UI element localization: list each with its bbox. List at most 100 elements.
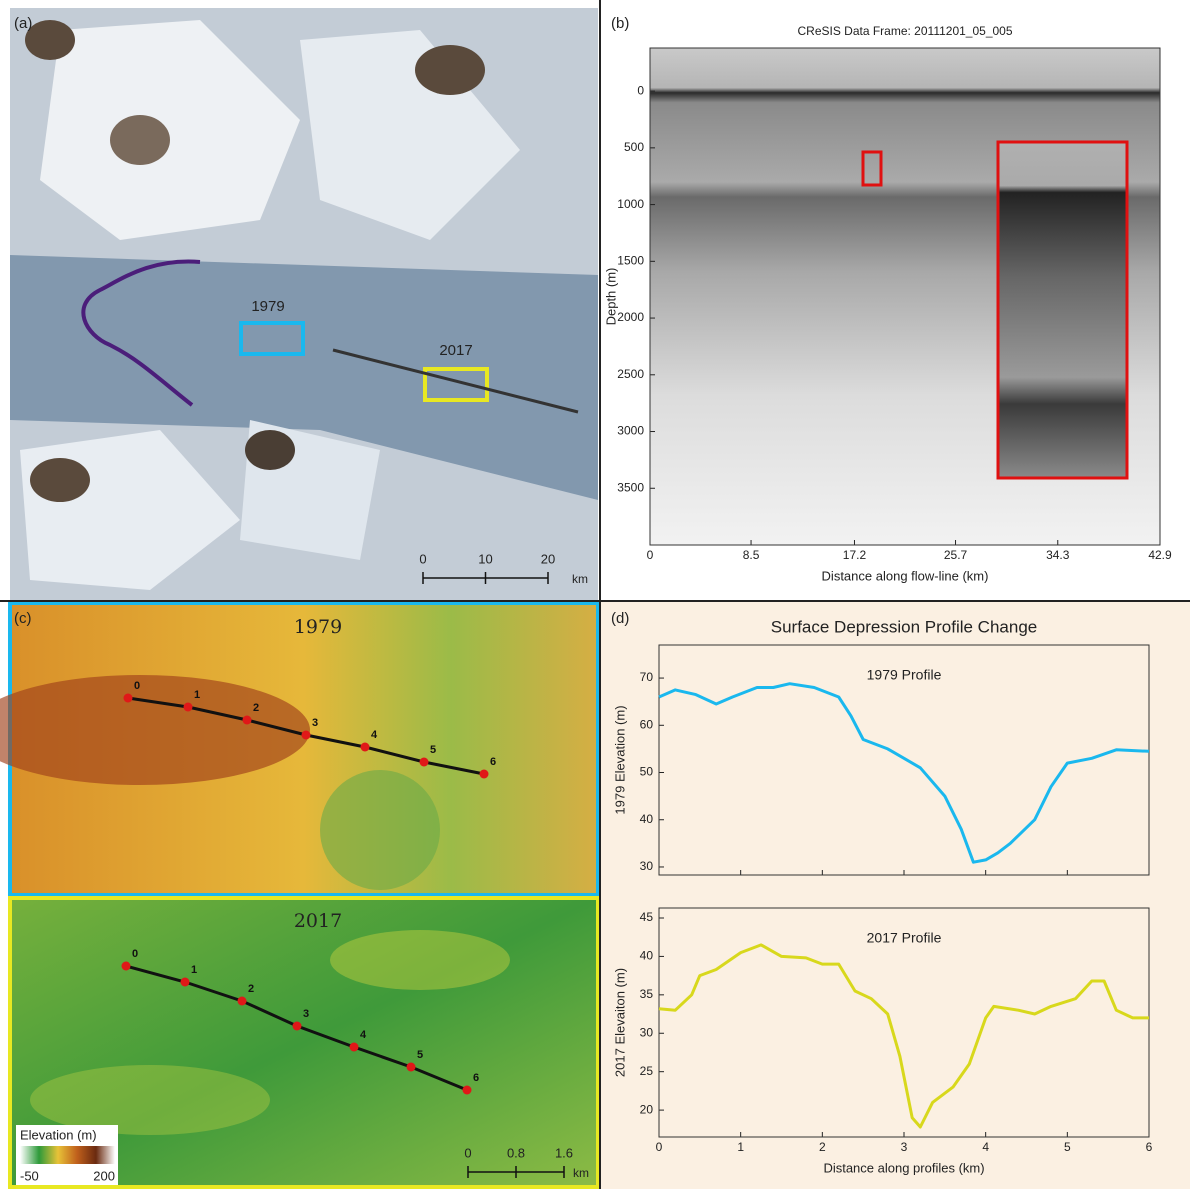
- y-tick-label: 40: [640, 812, 654, 826]
- rock: [30, 458, 90, 502]
- x-axis-label: Distance along flow-line (km): [822, 568, 989, 583]
- point-label: 3: [303, 1008, 309, 1020]
- ridge: [330, 930, 510, 990]
- y-tick-label: 35: [640, 987, 654, 1001]
- rock: [110, 115, 170, 165]
- point-label: 6: [473, 1072, 479, 1084]
- annotation: 2017: [439, 342, 472, 359]
- rock: [415, 45, 485, 95]
- panel-title: Surface Depression Profile Change: [771, 617, 1037, 636]
- point-label: 6: [490, 756, 496, 768]
- x-tick-label: 2: [819, 1140, 826, 1154]
- y-tick-label: 50: [640, 765, 654, 779]
- point-label: 0: [132, 948, 138, 960]
- y-tick-label: 20: [640, 1102, 654, 1116]
- x-tick-label: 0: [647, 548, 654, 562]
- x-tick-label: 1: [737, 1140, 744, 1154]
- profile-point: [238, 997, 247, 1006]
- x-tick-label: 6: [1146, 1140, 1153, 1154]
- map-title: 2017: [294, 910, 342, 932]
- rock: [25, 20, 75, 60]
- scale-label: 0: [464, 1145, 471, 1160]
- scale-unit: km: [572, 572, 588, 586]
- map-title: 1979: [294, 616, 342, 638]
- scale-unit: km: [573, 1166, 589, 1180]
- point-label: 5: [417, 1049, 423, 1061]
- profile-point: [407, 1063, 416, 1072]
- panel-label: (b): [611, 15, 629, 32]
- annotation: 1979: [251, 298, 284, 315]
- point-label: 1: [191, 964, 197, 976]
- profile-point: [420, 758, 429, 767]
- x-tick-label: 8.5: [743, 548, 760, 562]
- panel-label: (c): [14, 610, 32, 627]
- inset: [998, 142, 1127, 478]
- y-tick-label: 60: [640, 717, 654, 731]
- profile-point: [463, 1086, 472, 1095]
- depression: [320, 770, 440, 890]
- profile-point: [124, 694, 133, 703]
- scale-label: 0.8: [507, 1145, 525, 1160]
- scale-label: 10: [478, 551, 492, 566]
- chart-title: CReSIS Data Frame: 20111201_05_005: [797, 24, 1012, 38]
- profile-point: [350, 1043, 359, 1052]
- chart-annotation: 2017 Profile: [867, 930, 942, 946]
- figure: (a) 1979 2017 km (b) (c) 1979 2017 Eleva…: [0, 0, 1190, 1189]
- profile-point: [361, 743, 370, 752]
- profile-point: [184, 703, 193, 712]
- point-label: 2: [253, 702, 259, 714]
- y-axis-label: Depth (m): [603, 268, 618, 326]
- panel-label: (a): [14, 15, 32, 32]
- y-axis-label: 1979 Elevation (m): [612, 705, 627, 814]
- rock: [245, 430, 295, 470]
- y-tick-label: 2500: [617, 367, 644, 381]
- x-tick-label: 0: [656, 1140, 663, 1154]
- y-tick-label: 30: [640, 1025, 654, 1039]
- y-tick-label: 500: [624, 140, 644, 154]
- x-tick-label: 5: [1064, 1140, 1071, 1154]
- colorbar-max: 200: [93, 1168, 115, 1183]
- x-tick-label: 17.2: [843, 548, 867, 562]
- point-label: 4: [360, 1029, 367, 1041]
- point-label: 2: [248, 983, 254, 995]
- profile-point: [122, 962, 131, 971]
- profile-point: [243, 716, 252, 725]
- y-axis-label: 2017 Elevaiton (m): [612, 968, 627, 1077]
- page: Figure body { margin: 0; font-family: "L…: [0, 0, 1190, 1189]
- y-tick-label: 3000: [617, 424, 644, 438]
- profile-point: [181, 978, 190, 987]
- y-tick-label: 70: [640, 670, 654, 684]
- y-tick-label: 0: [637, 83, 644, 97]
- y-tick-label: 1000: [617, 197, 644, 211]
- point-label: 4: [371, 729, 378, 741]
- colorbar-min: -50: [20, 1168, 39, 1183]
- y-tick-label: 25: [640, 1064, 654, 1078]
- y-tick-label: 1500: [617, 253, 644, 267]
- x-tick-label: 42.9: [1148, 548, 1172, 562]
- x-tick-label: 34.3: [1046, 548, 1070, 562]
- panel-label: (d): [611, 610, 629, 627]
- y-tick-label: 2000: [617, 310, 644, 324]
- point-label: 3: [312, 717, 318, 729]
- scale-label: 20: [541, 551, 555, 566]
- colorbar-title: Elevation (m): [20, 1127, 97, 1142]
- point-label: 5: [430, 744, 436, 756]
- scale-label: 0: [419, 551, 426, 566]
- x-tick-label: 3: [901, 1140, 908, 1154]
- body: {"panels": { "a": {"label": "(a)", "anno…: [0, 0, 1190, 1189]
- y-tick-label: 3500: [617, 480, 644, 494]
- x-tick-label: 4: [982, 1140, 989, 1154]
- panel-d-background: [600, 602, 1190, 1189]
- y-tick-label: 40: [640, 949, 654, 963]
- profile-point: [302, 731, 311, 740]
- ridge: [30, 1065, 270, 1135]
- scale-label: 1.6: [555, 1145, 573, 1160]
- x-axis-label: Distance along profiles (km): [823, 1160, 984, 1175]
- chart-annotation: 1979 Profile: [867, 667, 942, 683]
- y-tick-label: 30: [640, 859, 654, 873]
- x-tick-label: 25.7: [944, 548, 968, 562]
- y-tick-label: 45: [640, 910, 654, 924]
- profile-point: [293, 1022, 302, 1031]
- point-label: 1: [194, 689, 200, 701]
- profile-point: [480, 770, 489, 779]
